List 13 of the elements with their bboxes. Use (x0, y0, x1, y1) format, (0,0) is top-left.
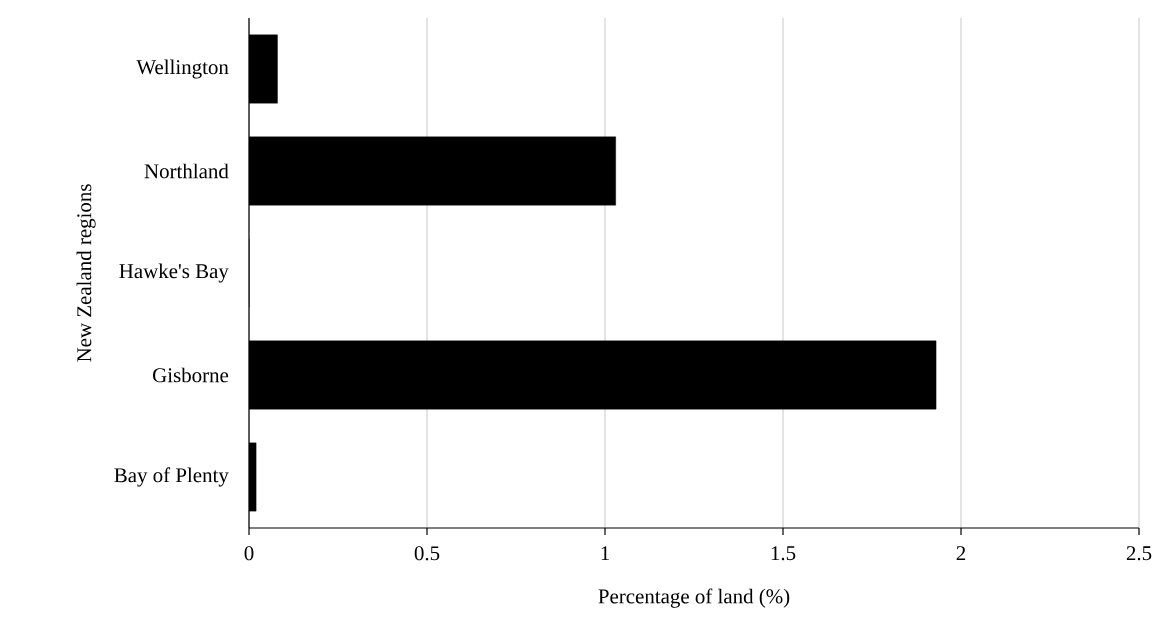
x-axis-title: Percentage of land (%) (598, 588, 790, 608)
y-axis-title: New Zealand regions (76, 184, 96, 362)
x-tick-label: 1.5 (771, 546, 796, 561)
y-tick-label: Wellington (136, 59, 229, 79)
y-tick-label: Gisborne (153, 367, 229, 383)
x-tick-label: 2 (956, 546, 966, 561)
x-tick-label: 2.5 (1126, 546, 1152, 561)
y-tick-label: Bay of Plenty (114, 467, 229, 487)
x-tick-label: 0 (244, 546, 254, 561)
y-tick-label: Northland (144, 163, 229, 179)
x-tick-label: 1 (601, 546, 609, 560)
y-tick-label: Hawke's Bay (119, 263, 229, 283)
x-tick-label: 0.5 (414, 546, 440, 561)
